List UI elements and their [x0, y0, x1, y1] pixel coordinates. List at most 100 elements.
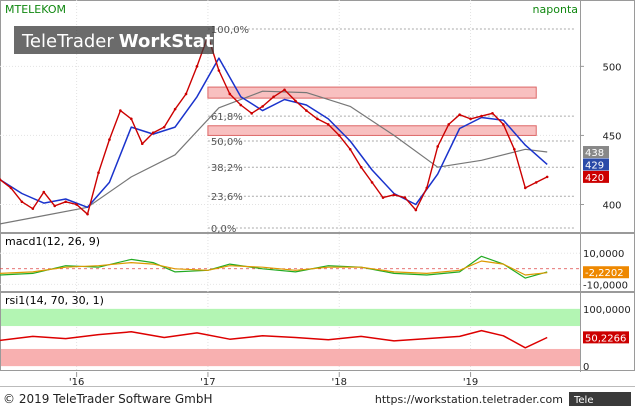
price-axis-tick-label: 500 [602, 62, 621, 73]
price-point [184, 92, 188, 96]
price-point [217, 69, 221, 72]
watermark-brand: TeleTrader [21, 31, 114, 52]
price-point [469, 117, 472, 121]
fibonacci-label: 38,2% [211, 163, 243, 174]
macd-badge-text: -2,2202 [585, 268, 624, 279]
price-point [337, 134, 341, 137]
price-point [0, 178, 2, 181]
price-point [228, 92, 232, 96]
symbol-label: MTELEKOM [5, 3, 66, 16]
price-point [20, 200, 24, 204]
price-badge-box [583, 158, 609, 171]
price-point [392, 193, 396, 197]
x-axis-tick-label: '16 [69, 377, 84, 388]
footer-url[interactable]: https://workstation.teletrader.com [375, 393, 563, 406]
footer-logo: Tele [569, 392, 631, 406]
price-badge-box [583, 146, 609, 159]
price-point [305, 109, 308, 112]
macd-badge-box [583, 266, 629, 279]
price-point [173, 107, 177, 111]
price-point [403, 196, 407, 199]
price-point [348, 147, 352, 151]
rsi-oversold-band [1, 348, 580, 367]
price-point [42, 190, 46, 194]
macd-axis-tick-label: -10,0000 [583, 280, 628, 291]
price-point [119, 109, 122, 112]
price-point [327, 123, 330, 126]
price-point [381, 196, 385, 199]
price-point [64, 200, 67, 204]
price-point [9, 186, 13, 190]
price-point [359, 165, 363, 169]
price-point [108, 138, 111, 141]
resistance-zone [207, 86, 537, 99]
price-point [283, 88, 286, 92]
footer-copyright: © 2019 TeleTrader Software GmbH [3, 392, 213, 406]
price-point [414, 208, 418, 212]
price-badge-text: 438 [585, 148, 604, 159]
rsi-badge-text: 50,2266 [585, 333, 626, 344]
macd_line-series [0, 255, 548, 279]
x-axis-tick-label: '18 [332, 377, 347, 388]
price-point [261, 105, 264, 108]
price-point [86, 212, 89, 216]
price-badge-text: 429 [585, 160, 604, 171]
rsi-title: rsi1(14, 70, 30, 1) [5, 294, 104, 307]
price-point [75, 203, 78, 206]
fibonacci-levels: 100,0% 61,8% 50,0% 38,2% 23,6% 0,0% [207, 25, 574, 235]
price-point [250, 112, 253, 115]
resistance-zone [207, 125, 537, 136]
macd_signal-series [0, 260, 548, 276]
price-point [316, 117, 319, 121]
watermark-background [14, 26, 214, 54]
axes: '16 '17 '18 '19 400 450 500 10,0000 -10,0000 100,… [69, 62, 631, 388]
price-point [162, 125, 166, 129]
rsi-panel [0, 308, 580, 367]
fibonacci-label: 61,8% [211, 112, 243, 123]
rsi-line [0, 329, 548, 349]
footer-logo-box [569, 392, 631, 406]
price-point [294, 99, 297, 103]
x-axis-tick-label: '17 [200, 377, 215, 388]
price-point [130, 117, 133, 121]
price-point [272, 95, 275, 99]
resistance-zones [207, 86, 537, 136]
x-axis-tick-label: '19 [463, 377, 478, 388]
fibonacci-label: 23,6% [211, 192, 243, 203]
price-series-group [0, 34, 549, 225]
footer-logo-text: Tele [573, 395, 594, 406]
sma-slow-line [0, 90, 548, 225]
fibonacci-label: 0,0% [211, 224, 236, 235]
price-axis-tick-label: 400 [602, 201, 621, 212]
macd-panel [0, 252, 580, 285]
price-point [425, 186, 429, 190]
rsi-overbought-band [1, 308, 580, 327]
fibonacci-label: 50,0% [211, 137, 243, 148]
macd-axis-tick-label: 10,0000 [583, 249, 624, 260]
price-point [370, 181, 374, 184]
price-point [151, 131, 155, 134]
watermark: TeleTrader WorkStation [14, 26, 245, 54]
fibonacci-label: 100,0% [211, 25, 249, 36]
price-point [31, 207, 35, 210]
price-point [523, 186, 527, 190]
watermark-product: WorkStation [119, 31, 245, 52]
watermark-text: TeleTrader WorkStation [21, 31, 245, 52]
price-point [97, 171, 100, 175]
price-point [502, 123, 505, 126]
price-badge-box [583, 170, 609, 183]
interval-label: naponta [533, 3, 578, 16]
price-point [545, 175, 549, 179]
price-point [140, 142, 144, 146]
macd-title: macd1(12, 26, 9) [5, 235, 100, 248]
price-point [53, 204, 57, 208]
price-badge-text: 420 [585, 173, 604, 184]
price-point [513, 147, 516, 151]
price-point [195, 65, 199, 68]
rsi-axis-tick-label: 100,0000 [583, 305, 631, 316]
price-point [458, 113, 461, 117]
rsi-badge-box [583, 331, 629, 344]
